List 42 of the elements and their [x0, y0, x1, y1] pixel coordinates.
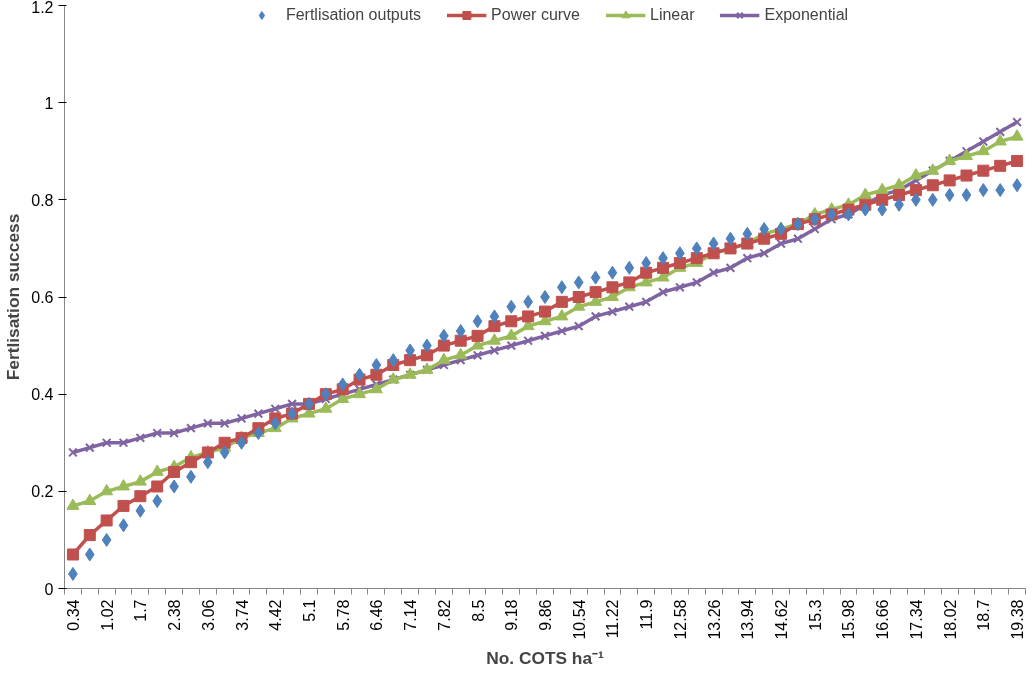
- legend-label: Exponential: [764, 6, 849, 24]
- legend-label: Linear: [650, 6, 695, 24]
- x-tick-label: 11.22: [604, 599, 622, 639]
- x-tick-label: 5.1: [300, 599, 318, 622]
- x-tick-label: 18.02: [941, 599, 959, 640]
- x-tick-label: 15.3: [806, 599, 824, 631]
- y-tick-label: 0: [44, 580, 54, 598]
- x-tick-label: 14.62: [773, 599, 791, 640]
- x-tick-label: 2.38: [166, 599, 184, 631]
- x-tick-label: 12.58: [671, 599, 689, 640]
- y-tick-label: 0.8: [31, 191, 54, 209]
- x-tick-label: 15.98: [840, 599, 858, 640]
- x-tick-label: 3.74: [233, 599, 251, 631]
- x-tick-label: 8.5: [469, 599, 487, 622]
- x-tick-label: 9.18: [503, 599, 521, 631]
- legend-label: Power curve: [491, 6, 580, 24]
- x-tick-label: 0.34: [64, 599, 82, 631]
- x-tick-label: 11.9: [638, 599, 656, 630]
- x-tick-label: 17.34: [907, 599, 925, 640]
- y-axis-title: Fertlisation success: [3, 213, 24, 381]
- x-tick-label: 1.7: [132, 599, 150, 622]
- x-tick-label: 6.46: [368, 599, 386, 631]
- x-tick-label: 4.42: [267, 599, 285, 631]
- y-tick-label: 1: [44, 94, 54, 112]
- x-tick-label: 7.14: [402, 599, 420, 631]
- x-axis-title: No. COTS ha⁻¹: [486, 647, 605, 668]
- x-tick-label: 3.06: [199, 599, 217, 631]
- y-tick-label: 0.2: [31, 483, 54, 501]
- x-tick-label: 16.66: [874, 599, 892, 640]
- x-tick-label: 13.94: [739, 599, 757, 640]
- y-tick-label: 0.6: [31, 289, 54, 306]
- x-tick-label: 9.86: [537, 599, 554, 631]
- x-tick-label: 13.26: [705, 599, 723, 640]
- y-tick-label: 1.2: [31, 0, 54, 16]
- x-tick-label: 10.54: [570, 599, 588, 640]
- x-tick-label: 5.78: [334, 599, 352, 631]
- x-tick-label: 7.82: [435, 599, 453, 631]
- x-tick-label: 19.38: [1009, 599, 1027, 640]
- legend-label: Fertlisation outputs: [285, 6, 422, 24]
- y-tick-label: 0.4: [31, 386, 54, 404]
- x-tick-label: 18.7: [975, 599, 993, 631]
- x-tick-label: 1.02: [98, 599, 116, 631]
